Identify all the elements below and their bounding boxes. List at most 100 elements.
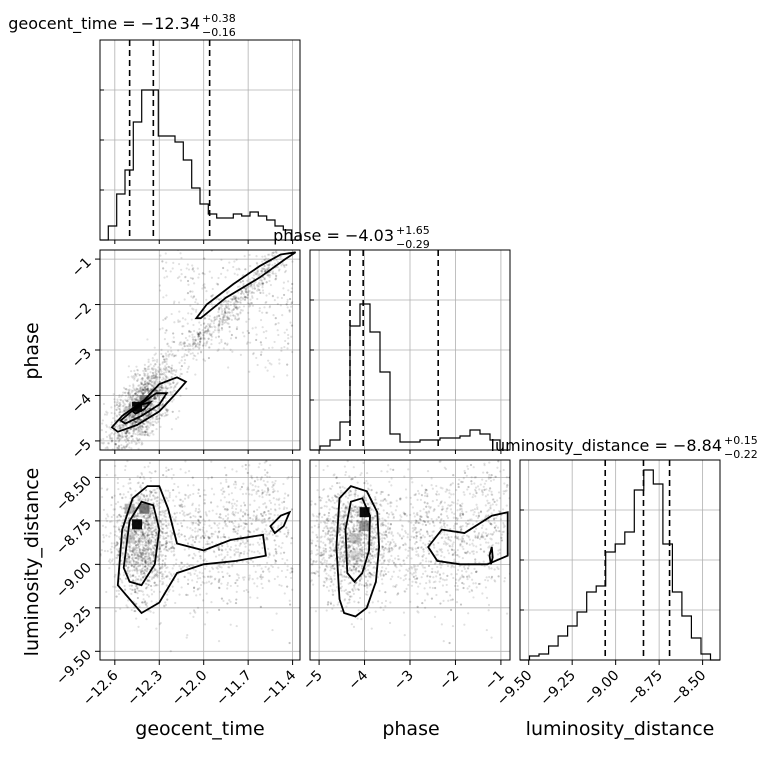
sample-point (153, 397, 156, 400)
sample-point (174, 516, 178, 519)
sample-point (152, 373, 155, 376)
sample-point (148, 538, 151, 541)
sample-point (203, 331, 206, 334)
sample-point (173, 504, 176, 508)
sample-point (170, 550, 173, 553)
sample-point (235, 258, 238, 261)
sample-point (186, 354, 189, 357)
sample-point (226, 551, 229, 554)
sample-point (114, 544, 117, 547)
sample-point (138, 430, 141, 433)
sample-point (136, 390, 139, 393)
sample-point (211, 541, 214, 544)
sample-point (157, 507, 160, 510)
sample-point (260, 270, 263, 273)
sample-point (286, 300, 289, 303)
sample-point (217, 331, 220, 334)
sample-point (116, 542, 119, 546)
sample-point (257, 485, 260, 488)
sample-point (181, 505, 184, 508)
sample-point (210, 326, 214, 329)
sample-point (212, 493, 216, 496)
sample-point (189, 573, 192, 577)
sample-point (268, 475, 271, 478)
sample-point (244, 545, 247, 548)
sample-point (252, 514, 255, 517)
sample-point (204, 344, 207, 347)
sample-point (147, 497, 150, 500)
sample-point (123, 391, 126, 394)
sample-point (148, 541, 151, 544)
sample-point (141, 552, 145, 555)
sample-point (132, 547, 135, 551)
sample-point (122, 391, 125, 394)
sample-point (132, 420, 135, 423)
sample-point (183, 340, 186, 344)
sample-point (197, 518, 200, 521)
sample-point (166, 413, 169, 416)
sample-point (165, 584, 168, 587)
sample-point (144, 387, 147, 390)
sample-point (243, 298, 247, 301)
sample-point (252, 352, 255, 355)
sample-point (243, 576, 246, 579)
sample-point (147, 542, 150, 545)
sample-point (127, 436, 131, 439)
sample-point (164, 357, 168, 360)
sample-point (158, 407, 161, 410)
sample-point (187, 554, 190, 557)
sample-point (153, 584, 156, 587)
sample-point (133, 420, 136, 423)
sample-point (130, 416, 133, 419)
sample-point (136, 420, 139, 423)
sample-point (128, 404, 131, 407)
sample-point (263, 255, 267, 258)
sample-point (151, 420, 154, 423)
sample-point (199, 521, 202, 524)
sample-point (142, 534, 146, 538)
sample-point (146, 388, 149, 391)
sample-point (271, 294, 274, 297)
sample-point (263, 502, 267, 505)
sample-point (225, 315, 228, 318)
sample-point (223, 311, 227, 314)
sample-point (130, 435, 133, 438)
sample-point (263, 461, 266, 464)
sample-point (110, 503, 113, 507)
sample-point (264, 366, 267, 369)
sample-point (259, 605, 262, 608)
sample-point (282, 264, 286, 267)
sample-point (180, 567, 183, 571)
sample-point (185, 267, 188, 270)
sample-point (143, 516, 146, 519)
sample-point (251, 276, 254, 280)
sample-point (144, 544, 147, 547)
sample-point (266, 263, 269, 266)
sample-point (145, 545, 148, 548)
sample-point (273, 254, 276, 257)
sample-point (149, 561, 152, 564)
sample-point (172, 355, 175, 358)
sample-point (203, 498, 206, 502)
sample-point (142, 388, 145, 391)
sample-point (229, 314, 232, 317)
sample-point (192, 357, 195, 360)
sample-point (112, 525, 116, 528)
sample-point (144, 538, 147, 541)
sample-point (147, 382, 150, 386)
sample-point (117, 551, 120, 554)
sample-point (170, 428, 173, 431)
sample-point (117, 487, 120, 491)
sample-point (247, 534, 250, 537)
sample-point (135, 515, 138, 518)
sample-point (129, 550, 132, 553)
sample-point (138, 386, 142, 390)
sample-point (136, 546, 139, 550)
sample-point (132, 549, 135, 553)
sample-point (233, 301, 236, 304)
sample-point (215, 512, 218, 515)
sample-point (162, 376, 165, 379)
sample-point (127, 429, 130, 432)
sample-point (122, 540, 125, 543)
sample-point (161, 517, 164, 521)
